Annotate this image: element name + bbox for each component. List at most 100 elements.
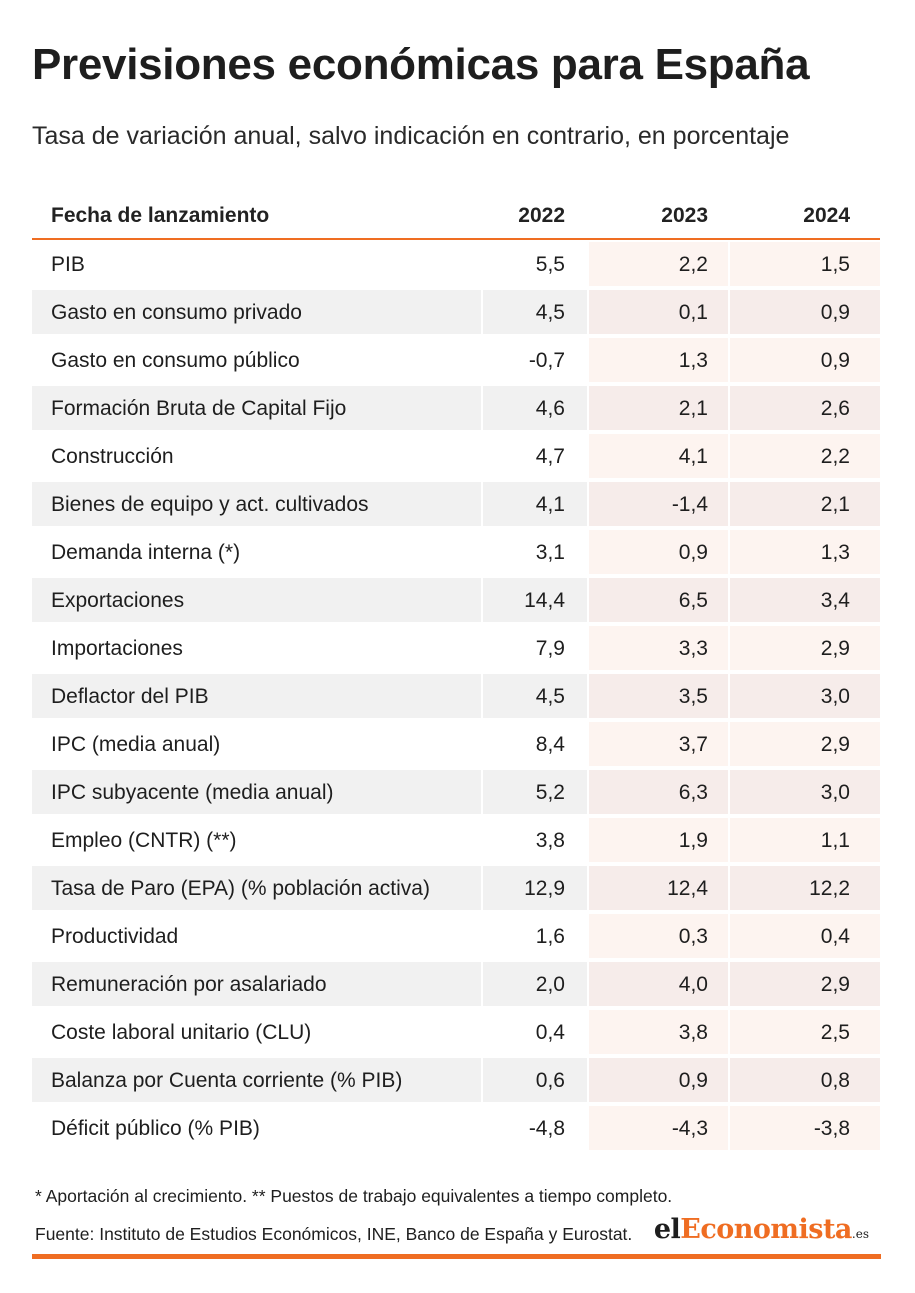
- value-2024: 2,9: [820, 637, 850, 660]
- value-2022: 0,6: [535, 1069, 565, 1092]
- value-2022: 4,5: [535, 685, 565, 708]
- table-row: Gasto en consumo privado 4,5 0,1 0,9: [32, 288, 880, 336]
- cell-background: [589, 242, 728, 286]
- value-2023: 1,9: [678, 829, 708, 852]
- value-2022: 0,4: [535, 1021, 565, 1044]
- row-label: Gasto en consumo privado: [51, 301, 302, 324]
- value-2024: 2,1: [820, 493, 850, 516]
- logo-suffix: .es: [851, 1227, 869, 1241]
- header-2022: 2022: [518, 204, 565, 227]
- value-2023: 2,1: [678, 397, 708, 420]
- cell-background: [483, 1058, 587, 1102]
- table-row: Exportaciones 14,4 6,5 3,4: [32, 576, 880, 624]
- value-2023: 3,7: [678, 733, 708, 756]
- cell-background: [730, 242, 880, 286]
- cell-background: [589, 578, 728, 622]
- header-2023: 2023: [661, 204, 708, 227]
- cell-background: [483, 482, 587, 526]
- forecast-table: Fecha de lanzamiento 2022 2023 2024 PIB 5…: [32, 192, 880, 1152]
- value-2022: 5,2: [535, 781, 565, 804]
- value-2024: 12,2: [809, 877, 850, 900]
- row-label: Importaciones: [51, 637, 183, 660]
- logo-accent: Economista: [680, 1214, 852, 1245]
- value-2022: 5,5: [535, 253, 565, 276]
- value-2024: 0,4: [820, 925, 850, 948]
- row-label: Construcción: [51, 445, 174, 468]
- table-row: Tasa de Paro (EPA) (% población activa) 1…: [32, 864, 880, 912]
- cell-background: [32, 866, 481, 910]
- value-2022: 14,4: [524, 589, 565, 612]
- bottom-accent-bar: [32, 1254, 881, 1259]
- cell-background: [589, 674, 728, 718]
- table-row: Coste laboral unitario (CLU) 0,4 3,8 2,5: [32, 1008, 880, 1056]
- row-label: Empleo (CNTR) (**): [51, 829, 237, 852]
- table-row: IPC subyacente (media anual) 5,2 6,3 3,0: [32, 768, 880, 816]
- value-2023: 3,3: [678, 637, 708, 660]
- cell-background: [730, 290, 880, 334]
- value-2023: -4,3: [671, 1117, 708, 1140]
- table-body: PIB 5,5 2,2 1,5 Gasto en consumo privado 4,5 0…: [32, 240, 880, 1152]
- table-row: Importaciones 7,9 3,3 2,9: [32, 624, 880, 672]
- row-label: IPC subyacente (media anual): [51, 781, 334, 804]
- value-2022: -4,8: [528, 1117, 565, 1140]
- row-label: Productividad: [51, 925, 179, 948]
- cell-background: [730, 818, 880, 862]
- cell-background: [730, 722, 880, 766]
- table-row: Deflactor del PIB 4,5 3,5 3,0: [32, 672, 880, 720]
- cell-background: [589, 1058, 728, 1102]
- cell-background: [730, 626, 880, 670]
- row-label: Remuneración por asalariado: [51, 973, 327, 996]
- table-row: Déficit público (% PIB) -4,8 -4,3 -3,8: [32, 1104, 880, 1152]
- value-2024: 2,6: [820, 397, 850, 420]
- cell-background: [32, 962, 481, 1006]
- value-2023: 3,5: [678, 685, 708, 708]
- cell-background: [730, 578, 880, 622]
- cell-background: [589, 386, 728, 430]
- value-2024: 1,1: [820, 829, 850, 852]
- cell-background: [589, 818, 728, 862]
- cell-background: [589, 962, 728, 1006]
- cell-background: [589, 914, 728, 958]
- value-2022: 4,1: [535, 493, 565, 516]
- cell-background: [483, 578, 587, 622]
- cell-background: [589, 482, 728, 526]
- value-2022: 7,9: [535, 637, 565, 660]
- cell-background: [483, 386, 587, 430]
- header-2024: 2024: [803, 204, 850, 227]
- cell-background: [589, 1010, 728, 1054]
- cell-background: [730, 1106, 880, 1150]
- table-row: IPC (media anual) 8,4 3,7 2,9: [32, 720, 880, 768]
- cell-background: [589, 434, 728, 478]
- row-label: Coste laboral unitario (CLU): [51, 1021, 312, 1044]
- cell-background: [32, 770, 481, 814]
- table-row: Balanza por Cuenta corriente (% PIB) 0,6 0…: [32, 1056, 880, 1104]
- value-2023: 12,4: [667, 877, 708, 900]
- logo-prefix: el: [653, 1214, 681, 1245]
- table-row: Formación Bruta de Capital Fijo 4,6 2,1 2,6: [32, 384, 880, 432]
- cell-background: [730, 434, 880, 478]
- value-2023: 0,9: [678, 1069, 708, 1092]
- value-2023: 3,8: [678, 1021, 708, 1044]
- table-row: PIB 5,5 2,2 1,5: [32, 240, 880, 288]
- value-2024: 3,0: [820, 685, 850, 708]
- cell-background: [589, 626, 728, 670]
- value-2023: 6,5: [678, 589, 708, 612]
- cell-background: [589, 338, 728, 382]
- cell-background: [32, 674, 481, 718]
- cell-background: [589, 1106, 728, 1150]
- cell-background: [730, 386, 880, 430]
- row-label: Demanda interna (*): [51, 541, 241, 564]
- cell-background: [483, 866, 587, 910]
- value-2022: 1,6: [535, 925, 565, 948]
- value-2024: 3,4: [820, 589, 850, 612]
- row-label: Formación Bruta de Capital Fijo: [51, 397, 347, 420]
- value-2023: 0,9: [678, 541, 708, 564]
- cell-background: [32, 1058, 481, 1102]
- value-2022: 4,7: [535, 445, 565, 468]
- table-row: Empleo (CNTR) (**) 3,8 1,9 1,1: [32, 816, 880, 864]
- row-label: PIB: [51, 253, 85, 276]
- value-2024: 0,9: [820, 301, 850, 324]
- value-2022: 2,0: [535, 973, 565, 996]
- value-2024: 3,0: [820, 781, 850, 804]
- table-row: Bienes de equipo y act. cultivados 4,1 -1,…: [32, 480, 880, 528]
